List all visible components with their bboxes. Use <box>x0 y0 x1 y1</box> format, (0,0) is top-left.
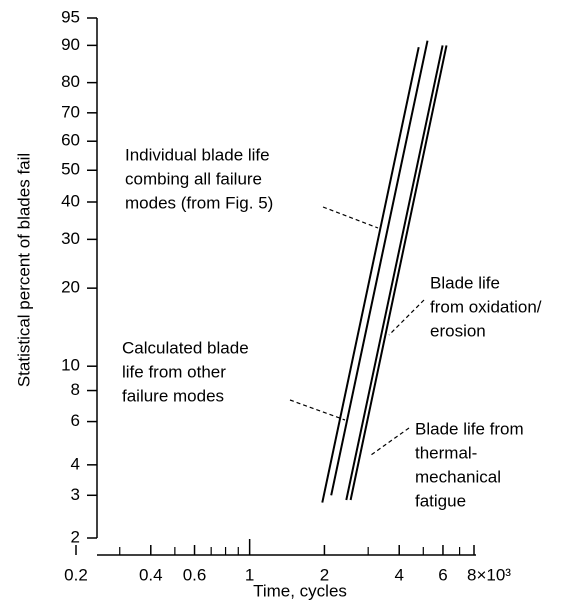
x-tick-label: 0.2 <box>64 565 88 584</box>
annotation: mechanical <box>415 467 501 486</box>
annotation: Calculated blade <box>122 338 249 357</box>
x-tick-label: 4 <box>394 565 403 584</box>
y-tick-label: 95 <box>61 7 80 26</box>
y-tick-label: 6 <box>71 411 80 430</box>
data-line <box>321 46 420 503</box>
y-tick-label: 10 <box>61 356 80 375</box>
annotation: Blade life from <box>415 419 524 438</box>
x-tick-label: 8×10³ <box>467 565 511 584</box>
y-tick-label: 70 <box>61 102 80 121</box>
x-tick-label: 2 <box>320 565 329 584</box>
annotation: thermal- <box>415 443 477 462</box>
data-line <box>345 45 444 501</box>
y-tick-label: 4 <box>71 454 80 473</box>
leader-line <box>322 206 379 229</box>
y-axis-label: Statistical percent of blades fail <box>14 153 33 387</box>
annotation: Individual blade life <box>125 145 270 164</box>
y-tick-label: 8 <box>71 380 80 399</box>
data-line <box>349 45 448 501</box>
x-tick-label: 0.6 <box>183 565 207 584</box>
y-tick-label: 80 <box>61 72 80 91</box>
y-tick-label: 50 <box>61 160 80 179</box>
annotation: fatigue <box>415 491 466 510</box>
y-tick-label: 90 <box>61 35 80 54</box>
leader-line <box>289 399 346 421</box>
y-tick-label: 2 <box>71 527 80 546</box>
y-tick-label: 40 <box>61 191 80 210</box>
x-tick-label: 1 <box>245 565 254 584</box>
annotation: combing all failure <box>125 169 262 188</box>
annotation: Blade life <box>430 273 500 292</box>
x-tick-label: 6 <box>438 565 447 584</box>
y-tick-label: 20 <box>61 278 80 297</box>
annotation: modes (from Fig. 5) <box>125 193 273 212</box>
y-tick-label: 30 <box>61 229 80 248</box>
annotation: life from other <box>122 362 226 381</box>
y-tick-label: 60 <box>61 131 80 150</box>
leader-line <box>370 427 410 456</box>
data-line <box>330 40 429 496</box>
x-axis-label: Time, cycles <box>253 581 347 600</box>
annotation: erosion <box>430 321 486 340</box>
annotation: failure modes <box>122 386 224 405</box>
annotation: from oxidation/ <box>430 297 542 316</box>
leader-line <box>388 299 425 336</box>
x-tick-label: 0.4 <box>139 565 163 584</box>
y-tick-label: 3 <box>71 485 80 504</box>
